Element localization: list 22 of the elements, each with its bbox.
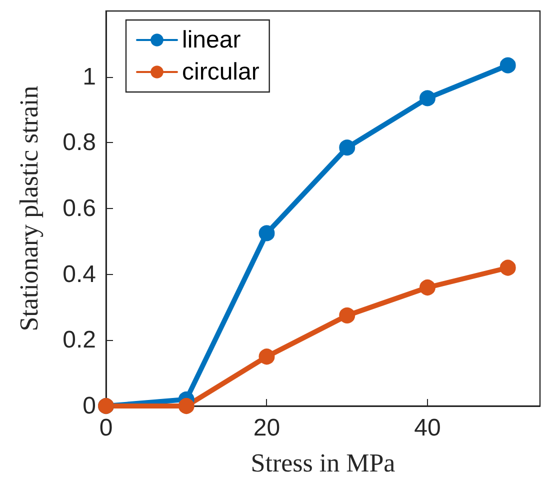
point <box>419 280 436 296</box>
y-tick-label: 0 <box>82 392 96 420</box>
y-tick-label: 0.4 <box>62 260 96 288</box>
x-tick-label: 40 <box>414 414 441 442</box>
point <box>419 90 436 106</box>
point <box>500 57 516 74</box>
point <box>258 348 275 365</box>
y-tick-label: 0.2 <box>62 326 96 354</box>
point <box>339 140 356 156</box>
x-axis-title: Stress in MPa <box>250 448 396 478</box>
point <box>258 225 275 242</box>
y-axis-title: Stationary plastic strain <box>14 86 44 332</box>
point <box>339 307 356 324</box>
legend-label: linear <box>182 26 241 54</box>
point <box>500 260 516 276</box>
y-tick-label: 1 <box>82 63 96 90</box>
legend-label: circular <box>182 58 260 86</box>
y-tick-label: 0.6 <box>62 195 96 222</box>
x-tick-label: 0 <box>99 414 113 442</box>
point <box>178 398 194 414</box>
x-tick-label: 20 <box>253 414 280 442</box>
y-tick-label: 0.8 <box>62 129 96 156</box>
